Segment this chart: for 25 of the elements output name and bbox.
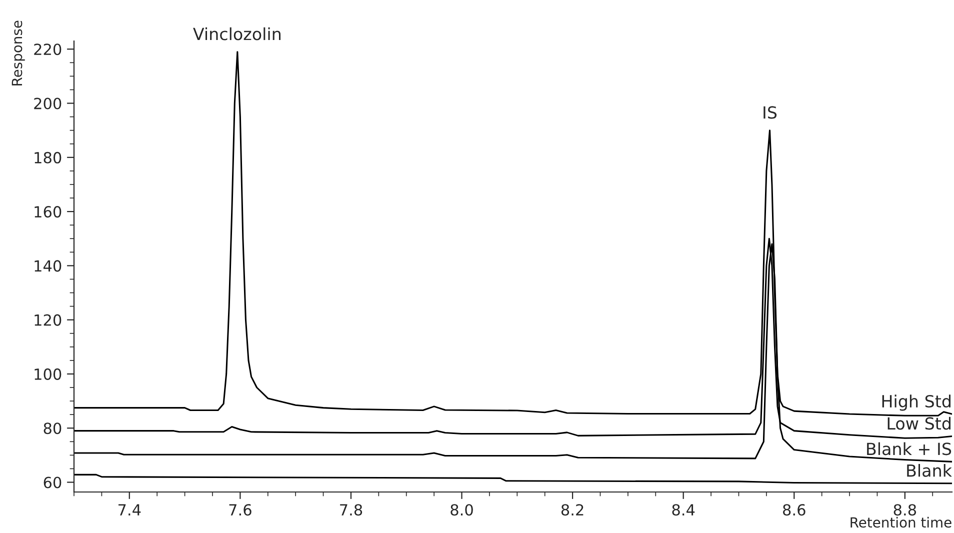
x-tick-label: 7.6	[229, 504, 252, 516]
annotation: IS	[764, 106, 777, 119]
annotation: Vinclozolin	[193, 27, 280, 40]
x-tick-label: 8.0	[450, 504, 473, 516]
x-tick-label: 8.2	[561, 504, 584, 516]
y-tick-label: 100	[34, 368, 62, 380]
y-tick-label: 180	[34, 152, 62, 164]
x-tick-label: 7.8	[340, 504, 362, 516]
y-tick-label: 160	[34, 206, 62, 218]
y-tick-label: 120	[34, 314, 62, 326]
x-tick-label: 8.8	[894, 504, 916, 516]
series-label: High Std	[882, 394, 950, 411]
series-label: Low Std	[888, 416, 950, 430]
y-axis-title: Response	[12, 20, 25, 86]
y-tick-label: 140	[34, 260, 62, 272]
series-label: Blank + IS	[867, 442, 952, 456]
x-tick-label: 8.4	[672, 504, 695, 516]
series-label: Blank	[907, 464, 952, 477]
x-tick-label: 8.6	[783, 504, 806, 516]
y-tick-label: 200	[34, 98, 62, 110]
x-tick-label: 7.4	[118, 504, 141, 516]
y-tick-label: 220	[34, 44, 62, 56]
y-tick-label: 80	[44, 422, 62, 434]
x-axis-title: Retention time	[850, 516, 952, 528]
y-tick-label: 60	[44, 476, 62, 488]
